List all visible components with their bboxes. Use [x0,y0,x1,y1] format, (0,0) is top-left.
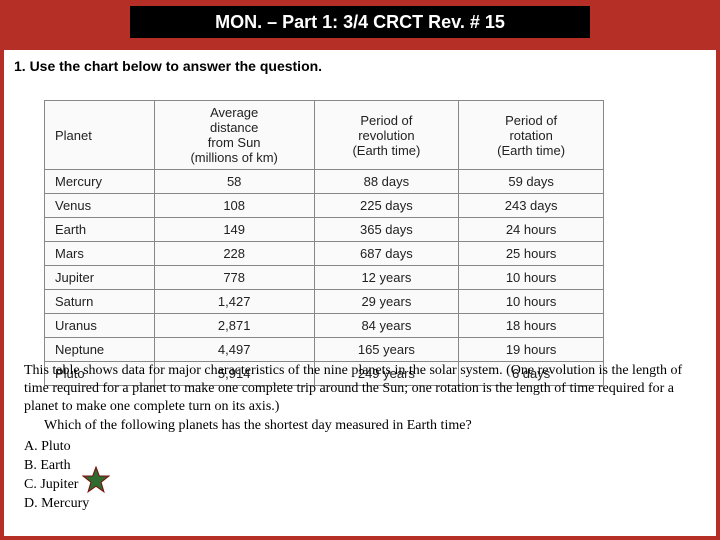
planet-table: PlanetAveragedistancefrom Sun(millions o… [44,100,604,386]
table-cell: 687 days [314,242,459,266]
table-caption: This table shows data for major characte… [24,362,704,417]
table-header: Period ofrevolution(Earth time) [314,101,459,170]
star-icon [82,466,110,494]
choice-b: B. Earth [24,457,89,476]
table-cell: 19 hours [459,338,604,362]
table-row: Jupiter77812 years10 hours [45,266,604,290]
table-cell: Venus [45,194,155,218]
table-cell: 12 years [314,266,459,290]
table-cell: 243 days [459,194,604,218]
table-cell: 24 hours [459,218,604,242]
table-cell: 778 [154,266,314,290]
slide-title: MON. – Part 1: 3/4 CRCT Rev. # 15 [130,6,590,38]
table-cell: 2,871 [154,314,314,338]
table-cell: Saturn [45,290,155,314]
table-row: Uranus2,87184 years18 hours [45,314,604,338]
choice-d: D. Mercury [24,495,89,514]
table-cell: 225 days [314,194,459,218]
table-row: Neptune4,497165 years19 hours [45,338,604,362]
table-row: Saturn1,42729 years10 hours [45,290,604,314]
table-cell: 228 [154,242,314,266]
table-cell: Neptune [45,338,155,362]
table-cell: 365 days [314,218,459,242]
question-text: Which of the following planets has the s… [44,418,704,434]
table-row: Mars228687 days25 hours [45,242,604,266]
table-row: Venus108225 days243 days [45,194,604,218]
table-cell: Mars [45,242,155,266]
table-header: Period ofrotation(Earth time) [459,101,604,170]
table-cell: 108 [154,194,314,218]
table-cell: 58 [154,170,314,194]
table-cell: Earth [45,218,155,242]
table-cell: 10 hours [459,266,604,290]
table-header: Averagedistancefrom Sun(millions of km) [154,101,314,170]
table-cell: 88 days [314,170,459,194]
table-cell: Uranus [45,314,155,338]
table-cell: Mercury [45,170,155,194]
answer-choices: A. Pluto B. Earth C. Jupiter D. Mercury [24,438,89,514]
instruction-text: 1. Use the chart below to answer the que… [14,58,322,74]
table-cell: 18 hours [459,314,604,338]
table-row: Mercury5888 days59 days [45,170,604,194]
table-cell: 4,497 [154,338,314,362]
content-area: 1. Use the chart below to answer the que… [4,50,716,536]
table-cell: 84 years [314,314,459,338]
table-cell: 29 years [314,290,459,314]
table-cell: 25 hours [459,242,604,266]
table-cell: 59 days [459,170,604,194]
table-header: Planet [45,101,155,170]
table-cell: 165 years [314,338,459,362]
table-row: Earth149365 days24 hours [45,218,604,242]
table-cell: Jupiter [45,266,155,290]
table-cell: 149 [154,218,314,242]
table-cell: 1,427 [154,290,314,314]
choice-a: A. Pluto [24,438,89,457]
choice-c: C. Jupiter [24,476,89,495]
table-cell: 10 hours [459,290,604,314]
slide: MON. – Part 1: 3/4 CRCT Rev. # 15 1. Use… [0,0,720,540]
